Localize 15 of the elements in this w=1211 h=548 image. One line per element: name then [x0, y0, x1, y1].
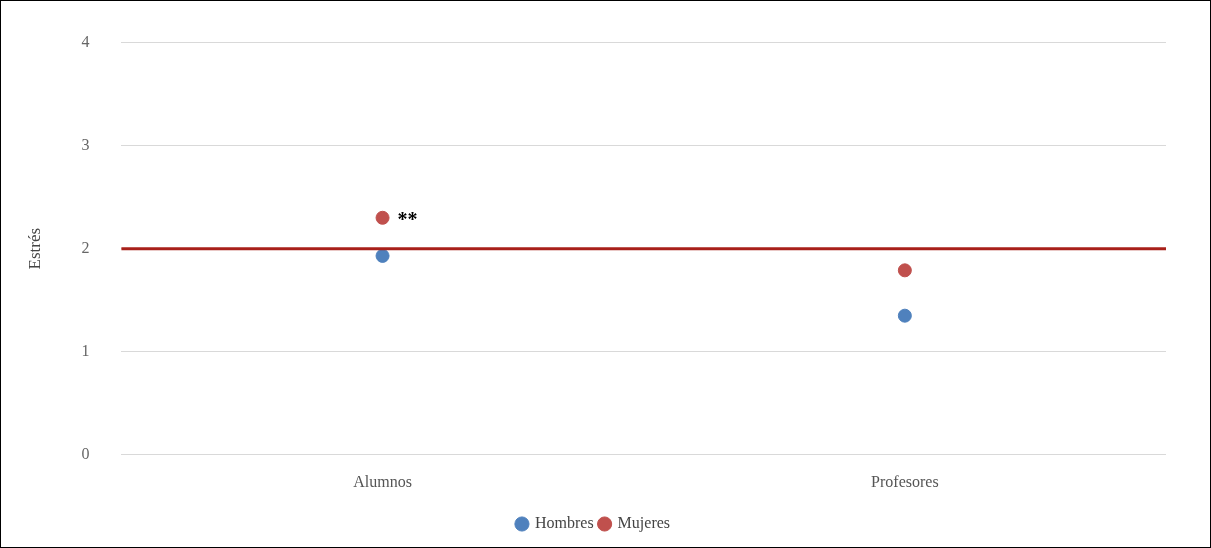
y-tick-label: 2: [81, 238, 90, 256]
x-tick-label: Alumnos: [353, 472, 412, 490]
point: [897, 308, 912, 323]
annotation: **: [397, 207, 418, 230]
point: [897, 263, 912, 278]
x-tick-label: Profesores: [871, 472, 939, 490]
y-tick-label: 0: [81, 445, 90, 462]
y-tick-label: 1: [81, 341, 90, 359]
y-tick-label: 3: [81, 135, 90, 153]
y-axis-title: Estrés: [24, 227, 44, 270]
y-tick-label: 4: [81, 32, 90, 50]
legend-label: Hombres: [534, 514, 594, 532]
point: [375, 248, 390, 263]
legend-label: Mujeres: [617, 514, 671, 533]
point: [375, 210, 390, 225]
